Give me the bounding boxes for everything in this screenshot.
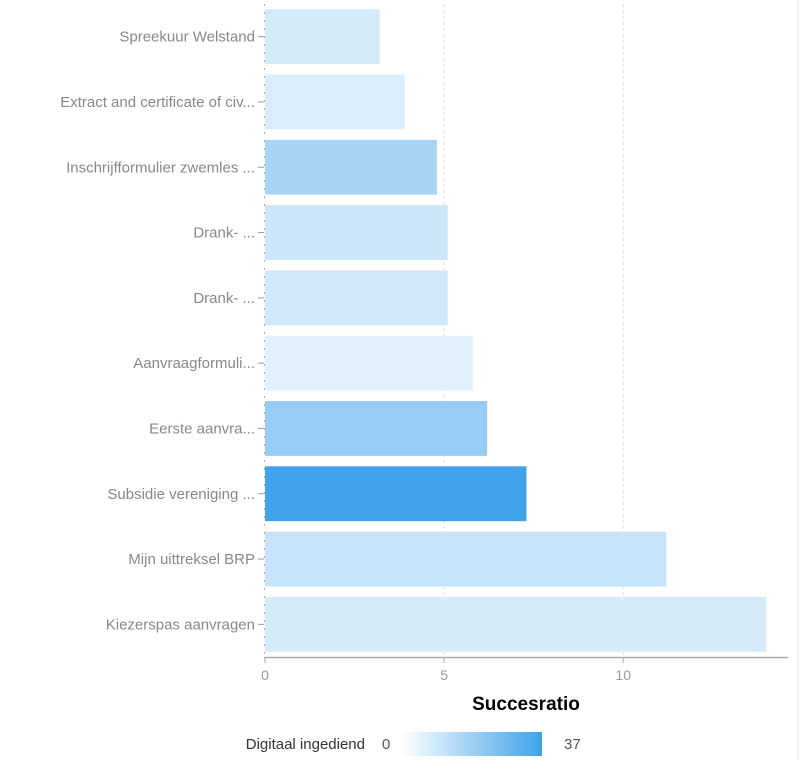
x-tick-label: 0	[261, 667, 269, 683]
color-legend: Digitaal ingediend 0 37	[246, 732, 581, 756]
category-label: Spreekuur Welstand	[119, 29, 255, 46]
x-tick-label: 5	[440, 667, 448, 683]
x-axis-title: Succesratio	[472, 694, 580, 715]
x-tick-label: 10	[615, 667, 631, 683]
legend-title: Digitaal ingediend	[246, 736, 365, 753]
category-labels: Spreekuur Welstand Extract and certificat…	[60, 29, 255, 634]
category-label: Drank- ...	[193, 290, 255, 307]
bar	[265, 205, 448, 260]
bar	[265, 9, 380, 65]
bars	[265, 9, 767, 652]
legend-gradient-bar	[401, 732, 542, 756]
axes: 0 5 10	[258, 4, 788, 683]
bar	[265, 139, 437, 195]
category-label: Mijn uittreksel BRP	[128, 551, 255, 568]
bar	[265, 596, 767, 652]
legend-min-label: 0	[382, 736, 390, 753]
category-label: Drank- ...	[193, 225, 255, 242]
bar	[265, 335, 473, 391]
category-label: Eerste aanvra...	[149, 420, 255, 437]
category-label: Extract and certificate of civ...	[60, 94, 255, 111]
bar	[265, 270, 448, 326]
legend-max-label: 37	[564, 736, 581, 753]
category-label: Kiezerspas aanvragen	[106, 616, 255, 633]
bar	[265, 74, 405, 130]
grid	[443, 4, 624, 657]
bar	[265, 401, 488, 456]
category-label: Inschrijfformulier zwemles ...	[66, 159, 255, 176]
bar	[265, 531, 667, 587]
right-edge-divider	[797, 0, 799, 760]
category-label: Aanvraagformuli...	[133, 355, 255, 372]
bar	[265, 466, 527, 522]
category-label: Subsidie vereniging ...	[107, 486, 255, 503]
